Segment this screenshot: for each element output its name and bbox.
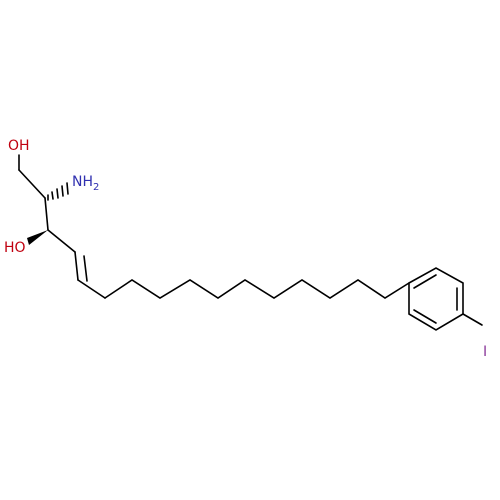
bond-c3-c4 xyxy=(47,229,76,253)
iodine-label: I xyxy=(483,344,487,360)
amino-label-main: NH xyxy=(72,174,93,190)
amino-label-subscript: 2 xyxy=(93,182,99,193)
solid-wedge-oh xyxy=(27,230,48,245)
bond-ring-iodine xyxy=(462,313,483,326)
benzene-ring xyxy=(408,267,483,331)
bond-c5-c6 xyxy=(77,279,106,299)
double-bond-c4-c5 xyxy=(74,251,88,282)
hydroxyl-left-label: HO xyxy=(4,240,26,256)
amino-label: NH2 xyxy=(72,174,99,193)
bond-c2-c3 xyxy=(44,197,49,231)
alkyl-chain xyxy=(104,279,410,299)
bond-ch2-c2 xyxy=(18,169,46,199)
carbon-chain xyxy=(18,154,410,299)
hydroxyl-top-label: OH xyxy=(8,138,30,154)
hashed-wedge-nh2 xyxy=(47,182,69,201)
